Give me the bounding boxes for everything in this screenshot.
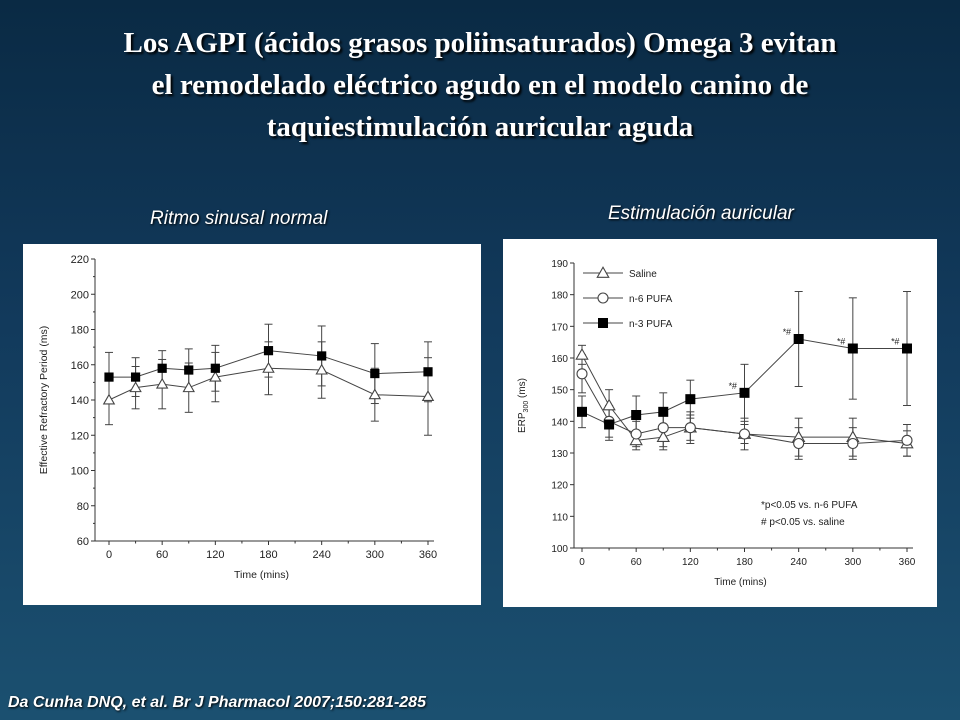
y-tick-label: 160: [71, 360, 89, 372]
x-axis-label: Time (mins): [714, 577, 766, 588]
series-2-point: [902, 343, 912, 354]
y-tick-label: 110: [552, 512, 568, 523]
series-1-point: [657, 422, 669, 434]
series-0-point: [315, 363, 328, 375]
title-line-2: el remodelado eléctrico agudo en el mode…: [151, 69, 809, 101]
y-tick-label: 190: [551, 259, 568, 270]
significance-note: # p<0.05 vs. saline: [761, 517, 845, 528]
legend-entry: n-3 PUFA: [629, 319, 673, 330]
significance-annotation: *#: [728, 381, 738, 391]
title-line-3: taquiestimulación auricular aguda: [266, 111, 694, 143]
series-1-point: [263, 346, 274, 356]
y-tick-label: 180: [551, 291, 568, 302]
y-tick-label: 100: [71, 466, 89, 478]
significance-annotation: *#: [891, 337, 901, 347]
x-tick-label: 60: [631, 557, 643, 568]
series-1-point: [793, 437, 805, 450]
legend-marker: [596, 266, 610, 278]
series-1-point: [104, 372, 114, 382]
sinus-rhythm-chart: 60 80 100 120 140 160 180 200 220 0 60 120 180 240 300…: [23, 244, 481, 605]
series-2-point: [604, 419, 615, 430]
legend-entry: n-6 PUFA: [629, 294, 673, 305]
series-0-point: [102, 393, 116, 405]
series-1-point: [370, 368, 380, 379]
x-tick-label: 0: [579, 557, 585, 568]
citation: Da Cunha DNQ, et al. Br J Pharmacol 2007…: [8, 694, 426, 711]
right-panel-label: Estimulación auricular: [608, 203, 794, 224]
y-tick-label: 160: [551, 354, 568, 365]
y-tick-label: 120: [551, 481, 568, 492]
significance-annotation: *#: [782, 327, 792, 337]
y-axis-label: Effective Refractory Period (ms): [38, 326, 50, 475]
significance-note: *p<0.05 vs. n-6 PUFA: [761, 500, 858, 511]
legend-marker: [598, 318, 608, 328]
series-0-point: [182, 381, 195, 393]
y-tick-label: 80: [77, 501, 89, 513]
y-tick-label: 150: [551, 386, 568, 397]
series-0-point: [656, 430, 670, 443]
significance-annotation: *#: [837, 337, 847, 347]
series-0-point: [602, 398, 616, 411]
series-2-point: [847, 343, 858, 354]
x-tick-label: 360: [899, 557, 916, 568]
series-2-point: [658, 406, 669, 417]
series-1-point: [684, 422, 696, 434]
series-2-point: [739, 387, 750, 398]
y-tick-label: 200: [71, 289, 89, 301]
y-tick-label: 100: [551, 544, 568, 555]
series-1-point: [210, 363, 220, 373]
x-tick-label: 360: [419, 549, 437, 561]
x-tick-label: 120: [682, 557, 699, 568]
legend-entry: Saline: [629, 269, 657, 280]
series-2-point: [793, 334, 804, 344]
series-1-point: [738, 428, 751, 440]
series-2-point: [685, 394, 696, 405]
x-tick-label: 60: [156, 549, 168, 561]
series-0-point: [209, 370, 222, 382]
title-line-1: Los AGPI (ácidos grasos poliinsaturados)…: [123, 27, 837, 59]
series-2-point: [577, 406, 587, 417]
series-1-point: [901, 434, 913, 446]
series-2-point: [631, 410, 642, 420]
series-0-point: [629, 433, 643, 446]
x-tick-label: 300: [844, 557, 861, 568]
series-0-point: [129, 381, 142, 393]
legend-marker: [597, 292, 609, 304]
y-tick-label: 130: [551, 449, 568, 460]
series-1-point: [317, 351, 327, 361]
y-tick-label: 120: [71, 430, 89, 442]
atrial-pacing-chart: 100 110 120 130 140 150 160 170 180 190 0 60 120 180 2…: [503, 239, 937, 607]
sinus-rhythm-chart-svg: 60 80 100 120 140 160 180 200 220 0 60 120 180 240 300…: [38, 254, 437, 581]
series-1-point: [157, 363, 167, 373]
x-axis-label: Time (mins): [234, 569, 289, 581]
y-tick-label: 140: [551, 417, 568, 428]
series-1-point: [576, 368, 588, 380]
x-tick-label: 180: [259, 549, 277, 561]
y-tick-label: 180: [71, 325, 89, 337]
series-0-point: [421, 390, 435, 401]
series-0-point: [368, 388, 382, 400]
x-tick-label: 240: [790, 557, 807, 568]
y-tick-label: 170: [551, 322, 568, 333]
slide-title: Los AGPI (ácidos grasos poliinsaturados)…: [20, 22, 940, 148]
left-panel-label: Ritmo sinusal normal: [150, 208, 328, 229]
series-1-point: [847, 437, 859, 450]
series-1-point: [630, 428, 642, 440]
y-axis-label: ERP300 (ms): [517, 378, 530, 433]
x-tick-label: 240: [312, 549, 330, 561]
series-0-point: [262, 361, 275, 373]
x-tick-label: 0: [106, 549, 112, 561]
series-1-point: [184, 365, 194, 375]
series-0-point: [575, 347, 589, 360]
series-1-point: [130, 372, 141, 382]
x-tick-label: 300: [366, 549, 384, 561]
series-1-point: [423, 367, 433, 377]
y-tick-label: 140: [71, 395, 89, 407]
series-0-point: [155, 377, 169, 389]
atrial-pacing-chart-svg: 100 110 120 130 140 150 160 170 180 190 0 60 120 180 2…: [517, 259, 916, 588]
x-tick-label: 120: [206, 549, 224, 561]
y-tick-label: 60: [77, 536, 89, 548]
y-tick-label: 220: [71, 254, 89, 266]
x-tick-label: 180: [736, 557, 753, 568]
